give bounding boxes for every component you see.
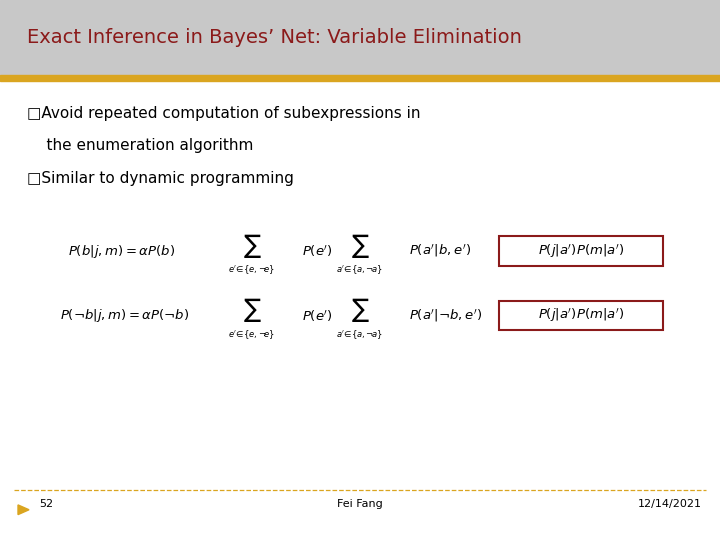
Text: $P(b|j,m) = \alpha P(b)$: $P(b|j,m) = \alpha P(b)$ <box>68 242 176 260</box>
Polygon shape <box>18 505 29 515</box>
Text: $e'\!\in\!\{e,\neg\!e\}$: $e'\!\in\!\{e,\neg\!e\}$ <box>228 264 276 276</box>
Bar <box>499 236 663 266</box>
Text: 52: 52 <box>40 499 54 509</box>
Text: Exact Inference in Bayes’ Net: Variable Elimination: Exact Inference in Bayes’ Net: Variable … <box>27 28 522 47</box>
Text: $a'\!\in\!\{a,\neg\!a\}$: $a'\!\in\!\{a,\neg\!a\}$ <box>336 328 384 341</box>
Text: $P(a'|\neg b,e')$: $P(a'|\neg b,e')$ <box>409 308 482 324</box>
Text: $P(a'|b,e')$: $P(a'|b,e')$ <box>409 243 471 259</box>
Text: □Avoid repeated computation of subexpressions in: □Avoid repeated computation of subexpres… <box>27 106 421 121</box>
Text: 12/14/2021: 12/14/2021 <box>638 499 702 509</box>
Bar <box>0 0 720 75</box>
Text: $P(j|a')P(m|a')$: $P(j|a')P(m|a')$ <box>538 242 624 260</box>
Text: □Similar to dynamic programming: □Similar to dynamic programming <box>27 171 294 186</box>
Text: $\sum$: $\sum$ <box>243 296 261 325</box>
Text: $P(e')$: $P(e')$ <box>302 308 333 323</box>
Bar <box>499 301 663 330</box>
Text: $\sum$: $\sum$ <box>243 232 261 260</box>
Text: Fei Fang: Fei Fang <box>337 499 383 509</box>
Text: $e'\!\in\!\{e,\neg\!e\}$: $e'\!\in\!\{e,\neg\!e\}$ <box>228 328 276 341</box>
Text: $P(\neg b|j,m) = \alpha P(\neg b)$: $P(\neg b|j,m) = \alpha P(\neg b)$ <box>60 307 189 325</box>
Text: $\sum$: $\sum$ <box>351 232 369 260</box>
Text: $P(j|a')P(m|a')$: $P(j|a')P(m|a')$ <box>538 307 624 325</box>
Text: the enumeration algorithm: the enumeration algorithm <box>27 138 253 153</box>
Text: $P(e')$: $P(e')$ <box>302 244 333 259</box>
Bar <box>0 75 720 81</box>
Text: $\sum$: $\sum$ <box>351 296 369 325</box>
Text: $a'\!\in\!\{a,\neg\!a\}$: $a'\!\in\!\{a,\neg\!a\}$ <box>336 264 384 276</box>
